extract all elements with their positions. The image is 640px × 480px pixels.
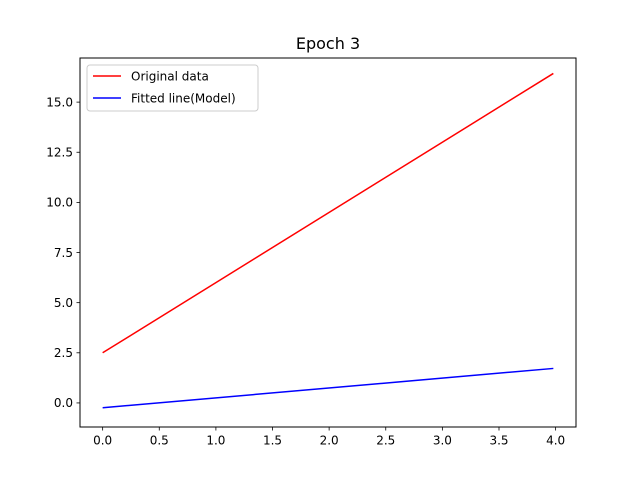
x-tick-label: 0.5: [150, 434, 169, 448]
fitted-line: [102, 367, 554, 409]
x-tick-label: 2.0: [320, 434, 339, 448]
y-tick-label: 15.0: [46, 95, 73, 109]
y-tick-label: 2.5: [54, 346, 73, 360]
chart-title: Epoch 3: [296, 34, 360, 53]
legend-box: [86, 64, 259, 112]
y-tick-label: 5.0: [54, 296, 73, 310]
x-tick-label: 2.5: [376, 434, 395, 448]
x-tick-label: 3.5: [489, 434, 508, 448]
y-tick-label: 7.5: [54, 246, 73, 260]
legend-label-fitted: Fitted line(Model): [131, 92, 236, 106]
x-tick-label: 1.5: [263, 434, 282, 448]
x-tick-label: 0.0: [93, 434, 112, 448]
plot-frame: [79, 57, 577, 428]
legend: Original data Fitted line(Model): [86, 64, 259, 112]
x-tick-label: 1.0: [206, 434, 225, 448]
series-layer: [102, 72, 554, 409]
y-axis: 0.0 2.5 5.0 7.5 10.0 12.5 15.0: [46, 95, 80, 410]
legend-label-original: Original data: [131, 70, 209, 84]
y-tick-label: 10.0: [46, 196, 73, 210]
x-tick-label: 3.0: [433, 434, 452, 448]
x-tick-label: 4.0: [546, 434, 565, 448]
x-axis: 0.0 0.5 1.0 1.5 2.0 2.5 3.0 3.5 4.0: [93, 427, 565, 448]
y-tick-label: 0.0: [54, 396, 73, 410]
original-data-line: [102, 72, 554, 354]
y-tick-label: 12.5: [46, 146, 73, 160]
